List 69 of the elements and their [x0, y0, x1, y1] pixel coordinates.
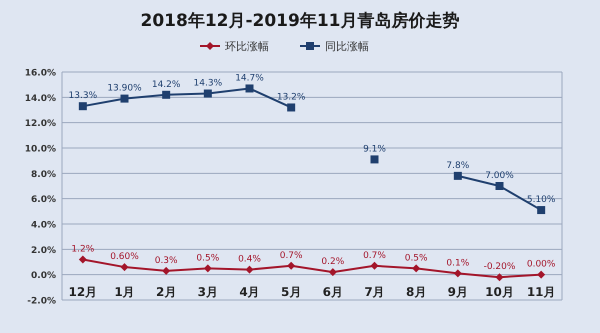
point [537, 270, 546, 279]
data-label: 14.2% [152, 80, 181, 90]
data-label: 13.3% [68, 91, 98, 102]
x-tick-label: 2月 [156, 285, 176, 299]
x-tick-label: 11月 [526, 285, 556, 299]
data-label: 0.5% [196, 253, 220, 264]
legend-label: 环比涨幅 [225, 40, 269, 53]
point [162, 266, 170, 275]
data-label: 0.00% [526, 260, 556, 270]
x-tick-label: 9月 [448, 285, 468, 299]
y-tick-label: 14.0% [24, 94, 56, 104]
legend-label: 同比涨幅 [325, 40, 369, 53]
data-label: -0.20% [484, 262, 516, 272]
data-label: 13.90% [107, 84, 142, 94]
y-tick-label: 8.0% [31, 170, 56, 180]
x-tick-label: 1月 [114, 285, 135, 299]
x-tick-label: 12月 [68, 285, 98, 299]
data-label: 9.1% [363, 144, 386, 154]
data-label: 14.3% [194, 78, 223, 89]
data-label: 7.00% [485, 171, 514, 181]
x-tick-label: 10月 [485, 285, 514, 299]
chart-title: 2018年12月-2019年11月青岛房价走势 [140, 11, 460, 31]
data-label: 0.2% [321, 257, 345, 268]
point [287, 262, 296, 270]
point [370, 262, 378, 270]
x-tick-label: 4月 [239, 285, 260, 299]
data-label: 7.8% [446, 160, 470, 171]
x-tick-label: 5月 [280, 285, 302, 299]
point [496, 273, 504, 282]
y-tick-label: 2.0% [31, 246, 56, 256]
data-label: 0.7% [280, 250, 304, 261]
y-tick-label: -2.0% [27, 296, 56, 306]
point [204, 90, 212, 98]
y-tick-label: 16.0% [24, 68, 56, 78]
point [454, 172, 462, 180]
point [496, 182, 504, 190]
point [162, 90, 170, 99]
data-label: 13.2% [276, 92, 306, 102]
data-label: 0.5% [404, 253, 428, 264]
point [246, 84, 254, 92]
point [78, 102, 87, 110]
data-label: 5.10% [526, 195, 556, 206]
point [287, 103, 296, 112]
point [120, 263, 128, 272]
x-tick-label: 6月 [322, 285, 344, 299]
point [537, 206, 546, 214]
x-tick-label: 3月 [198, 285, 218, 299]
point [120, 94, 128, 103]
data-label: 0.60% [110, 252, 140, 262]
data-label: 0.1% [446, 258, 470, 268]
data-label: 0.3% [154, 256, 178, 266]
y-tick-label: 4.0% [31, 220, 56, 230]
data-label: 1.2% [71, 244, 95, 254]
y-tick-label: 0.0% [31, 271, 56, 282]
data-label: 0.7% [363, 250, 386, 261]
data-label: 0.4% [238, 254, 262, 265]
y-tick-label: 12.0% [24, 119, 56, 130]
data-label: 14.7% [235, 73, 264, 84]
point [370, 155, 378, 164]
point [454, 269, 462, 278]
x-tick-label: 7月 [364, 285, 385, 299]
point [204, 264, 212, 272]
y-tick-label: 10.0% [24, 144, 56, 154]
point [78, 255, 87, 264]
x-tick-label: 8月 [406, 285, 426, 299]
y-tick-label: 6.0% [31, 195, 56, 206]
point [328, 268, 337, 276]
point [246, 266, 254, 274]
point [412, 264, 420, 272]
